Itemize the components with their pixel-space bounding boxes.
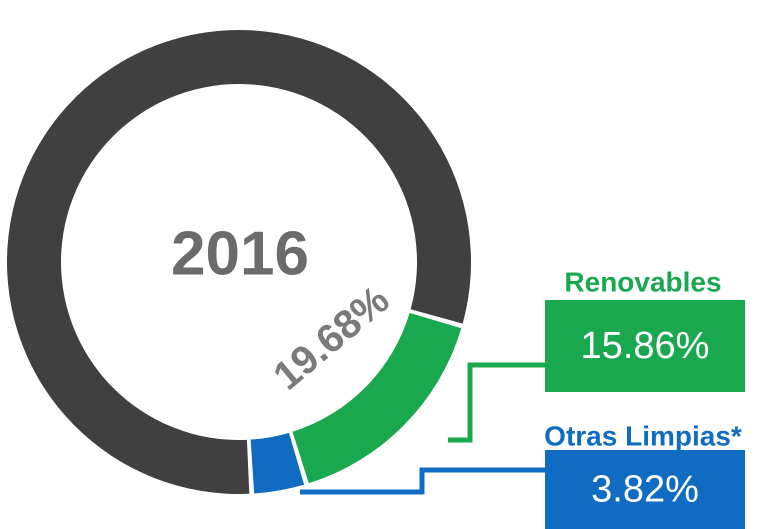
connector [448, 362, 545, 443]
legend-label: Renovables [564, 266, 721, 297]
donut-segment [250, 432, 305, 494]
value-box [545, 300, 745, 392]
value-label: 3.82% [591, 469, 699, 511]
value-label: 15.86% [581, 325, 710, 367]
center-label: 2016 [171, 219, 309, 288]
value-box [545, 450, 745, 529]
legend-label: Otras Limpias* [544, 420, 742, 451]
donut-segment [292, 312, 462, 484]
connector [300, 467, 545, 495]
